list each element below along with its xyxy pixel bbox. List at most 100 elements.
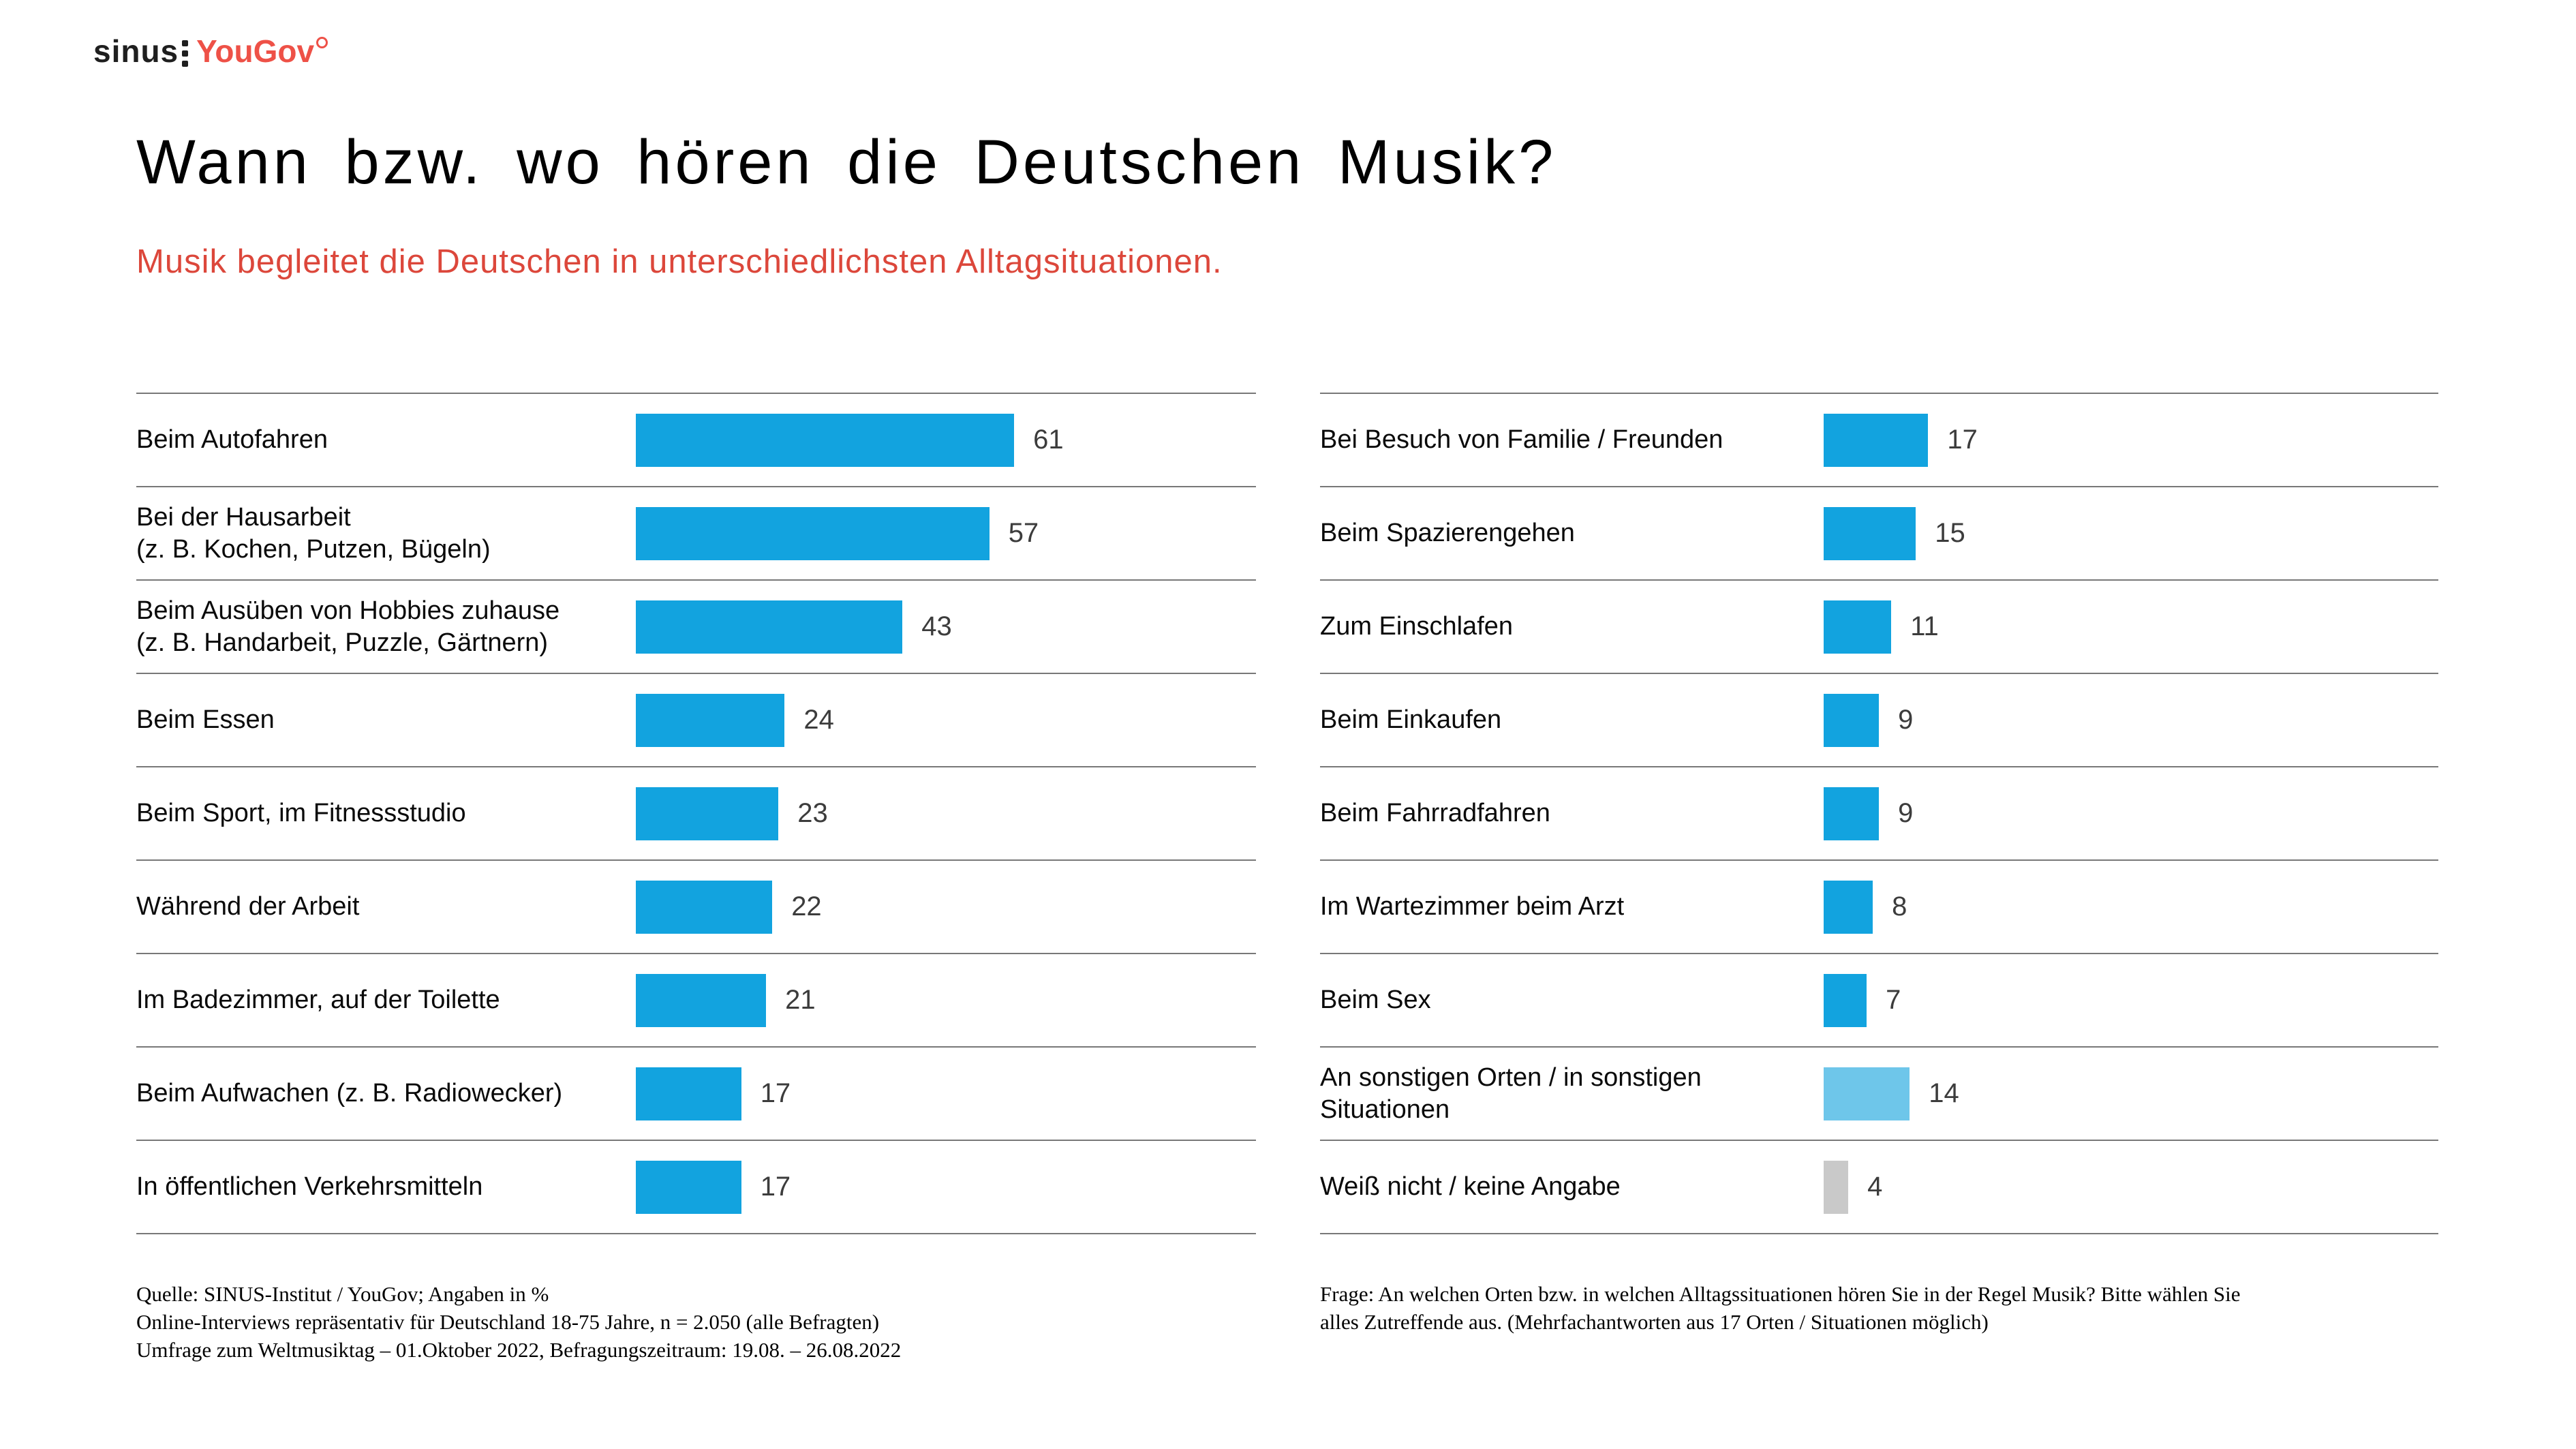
bar-area: 7 (1824, 954, 2438, 1046)
source-line: Umfrage zum Weltmusiktag – 01.Oktober 20… (136, 1338, 902, 1362)
bar (1824, 973, 1867, 1027)
chart-row: Beim Ausüben von Hobbies zuhause (z. B. … (136, 579, 1256, 673)
bar (1824, 506, 1916, 560)
category-label: Beim Ausüben von Hobbies zuhause (z. B. … (136, 596, 560, 657)
value-label: 21 (785, 985, 816, 1015)
chart-row: Im Badezimmer, auf der Toilette 21 (136, 953, 1256, 1046)
bar (1824, 600, 1892, 654)
category-label: Beim Sex (1320, 986, 1431, 1014)
question-line: alles Zutreffende aus. (Mehrfachantworte… (1320, 1310, 1989, 1334)
chart-row: Beim Aufwachen (z. B. Radiowecker) 17 (136, 1046, 1256, 1140)
sinus-colon-dots-icon (182, 40, 189, 67)
bar-area: 8 (1824, 861, 2438, 953)
chart-row: Bei Besuch von Familie / Freunden 17 (1320, 393, 2438, 486)
category-label: Weiß nicht / keine Angabe (1320, 1172, 1621, 1201)
bar-area: 22 (636, 861, 1256, 953)
bar (636, 1160, 741, 1214)
bar (636, 506, 990, 560)
category-label: Zum Einschlafen (1320, 612, 1514, 641)
value-label: 17 (760, 1172, 791, 1202)
bar-area: 9 (1824, 767, 2438, 859)
chart-row: Beim Sex 7 (1320, 953, 2438, 1046)
category-label: Bei Besuch von Familie / Freunden (1320, 425, 1723, 454)
yougov-logo-text: YouGov (196, 33, 315, 69)
chart-row: Während der Arbeit 22 (136, 859, 1256, 953)
chart-row: Beim Sport, im Fitnessstudio 23 (136, 766, 1256, 859)
bar-area: 4 (1824, 1141, 2438, 1233)
bar (636, 880, 773, 934)
category-label: In öffentlichen Verkehrsmitteln (136, 1172, 483, 1201)
chart-row: Bei der Hausarbeit (z. B. Kochen, Putzen… (136, 486, 1256, 579)
category-label: Beim Spazierengehen (1320, 519, 1575, 547)
bar (1824, 880, 1873, 934)
question-line: Frage: An welchen Orten bzw. in welchen … (1320, 1282, 2241, 1306)
value-label: 7 (1886, 985, 1901, 1015)
bar-area: 21 (636, 954, 1256, 1046)
category-label: Im Badezimmer, auf der Toilette (136, 986, 500, 1014)
bar-area: 14 (1824, 1048, 2438, 1140)
bar-area: 17 (636, 1048, 1256, 1140)
page-subtitle: Musik begleitet die Deutschen in untersc… (136, 243, 1223, 280)
bar (636, 413, 1015, 467)
bar-area: 17 (636, 1141, 1256, 1233)
chart-row: Beim Einkaufen 9 (1320, 673, 2438, 766)
chart-row: Weiß nicht / keine Angabe 4 (1320, 1140, 2438, 1234)
value-label: 43 (921, 611, 952, 641)
chart-row: In öffentlichen Verkehrsmitteln 17 (136, 1140, 1256, 1234)
category-label: Beim Sport, im Fitnessstudio (136, 799, 466, 827)
chart-row: Beim Essen 24 (136, 673, 1256, 766)
value-label: 57 (1008, 518, 1039, 548)
chart-row: Zum Einschlafen 11 (1320, 579, 2438, 673)
trademark-icon (316, 36, 328, 48)
bar (636, 600, 903, 654)
value-label: 4 (1867, 1172, 1883, 1202)
value-label: 61 (1033, 425, 1064, 455)
chart-right: Bei Besuch von Familie / Freunden 17 Beim … (1320, 393, 2438, 1234)
bar-area: 24 (636, 674, 1256, 766)
bar (1824, 1160, 1849, 1214)
bar-area: 61 (636, 394, 1256, 486)
bar-area: 43 (636, 581, 1256, 673)
source-line: Online-Interviews repräsentativ für Deut… (136, 1310, 880, 1334)
chart-row: Beim Autofahren 61 (136, 393, 1256, 486)
page-title: Wann bzw. wo hören die Deutschen Musik? (136, 127, 1557, 197)
bar (636, 693, 785, 747)
logo: sinus YouGov (93, 33, 328, 70)
chart-row: Beim Fahrradfahren 9 (1320, 766, 2438, 859)
chart-left: Beim Autofahren 61 Bei der Hausarbeit (z. … (136, 393, 1256, 1234)
bar (636, 973, 767, 1027)
value-label: 9 (1898, 705, 1914, 735)
bar (1824, 787, 1880, 840)
bar (636, 787, 779, 840)
value-label: 17 (1947, 425, 1978, 455)
sinus-logo-text: sinus (93, 33, 179, 69)
value-label: 9 (1898, 798, 1914, 828)
category-label: Während der Arbeit (136, 892, 360, 921)
value-label: 14 (1929, 1078, 1959, 1108)
category-label: Im Wartezimmer beim Arzt (1320, 892, 1625, 921)
chart-row: Im Wartezimmer beim Arzt 8 (1320, 859, 2438, 953)
category-label: Beim Essen (136, 705, 275, 734)
chart-row: Beim Spazierengehen 15 (1320, 486, 2438, 579)
value-label: 15 (1935, 518, 1965, 548)
bar-area: 9 (1824, 674, 2438, 766)
bar-area: 15 (1824, 487, 2438, 579)
category-label: Beim Autofahren (136, 425, 328, 454)
bar-area: 23 (636, 767, 1256, 859)
value-label: 8 (1892, 891, 1907, 921)
category-label: An sonstigen Orten / in sonstigen Situat… (1320, 1063, 1702, 1124)
category-label: Beim Einkaufen (1320, 705, 1502, 734)
bar (1824, 413, 1929, 467)
source-footnote: Quelle: SINUS-Institut / YouGov; Angaben… (136, 1280, 1261, 1364)
category-label: Beim Aufwachen (z. B. Radiowecker) (136, 1079, 563, 1108)
value-label: 11 (1910, 611, 1939, 641)
bar-area: 57 (636, 487, 1256, 579)
value-label: 24 (803, 705, 834, 735)
bar (1824, 1067, 1910, 1120)
chart-row: An sonstigen Orten / in sonstigen Situat… (1320, 1046, 2438, 1140)
category-label: Beim Fahrradfahren (1320, 799, 1550, 827)
bar (1824, 693, 1880, 747)
bar-area: 17 (1824, 394, 2438, 486)
question-footnote: Frage: An welchen Orten bzw. in welchen … (1320, 1280, 2451, 1336)
